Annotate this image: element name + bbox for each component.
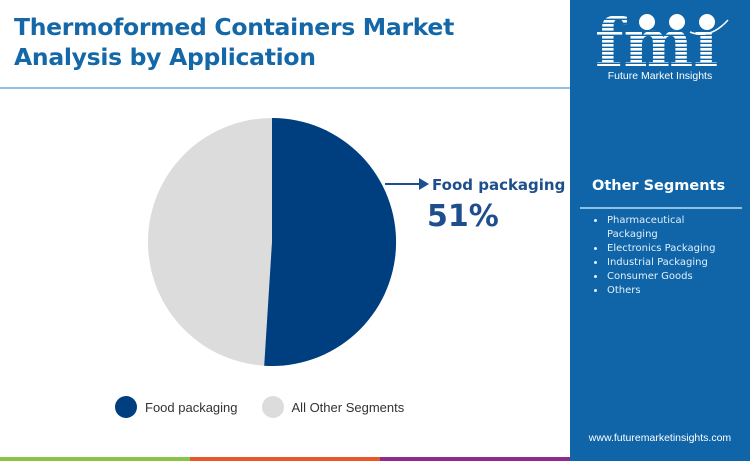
page-title: Thermoformed Containers Market Analysis … — [14, 12, 554, 72]
brand-caption: Future Market Insights — [607, 70, 713, 82]
sidebar: fmi Future Market Insights Other Segment… — [570, 0, 750, 461]
website-link[interactable]: www.futuremarketinsights.com — [588, 432, 732, 444]
svg-text:fmi: fmi — [595, 8, 718, 82]
other-segments-divider — [580, 207, 742, 209]
stripe-orange — [190, 457, 380, 461]
title-line-1: Thermoformed Containers Market — [14, 13, 455, 41]
other-segments-list: Pharmaceutical Packaging Electronics Pac… — [592, 214, 737, 298]
legend-item-other-segments: All Other Segments — [261, 396, 405, 418]
segment-item: Others — [592, 284, 737, 298]
chart-legend: Food packaging All Other Segments — [115, 396, 428, 418]
stripe-purple — [380, 457, 570, 461]
legend-label: All Other Segments — [291, 399, 405, 415]
fmi-logo-icon: fmi — [595, 8, 729, 82]
callout-label: Food packaging — [432, 176, 566, 194]
pie-slice-food-packaging — [264, 117, 397, 366]
segment-item: Pharmaceutical Packaging — [592, 214, 737, 242]
title-divider — [0, 87, 570, 89]
legend-swatch-icon — [115, 396, 137, 418]
other-segments-title: Other Segments — [592, 178, 726, 194]
legend-label: Food packaging — [145, 399, 238, 415]
legend-swatch-icon — [261, 396, 284, 418]
pie-chart — [148, 117, 397, 366]
segment-item: Electronics Packaging — [592, 242, 737, 256]
stripe-green — [0, 457, 190, 461]
legend-item-food-packaging: Food packaging — [115, 396, 238, 418]
arrow-right-icon — [385, 178, 429, 190]
segment-item: Consumer Goods — [592, 270, 737, 284]
callout-value: 51% — [427, 199, 499, 234]
segment-item: Industrial Packaging — [592, 256, 737, 270]
title-line-2: Analysis by Application — [14, 43, 316, 71]
